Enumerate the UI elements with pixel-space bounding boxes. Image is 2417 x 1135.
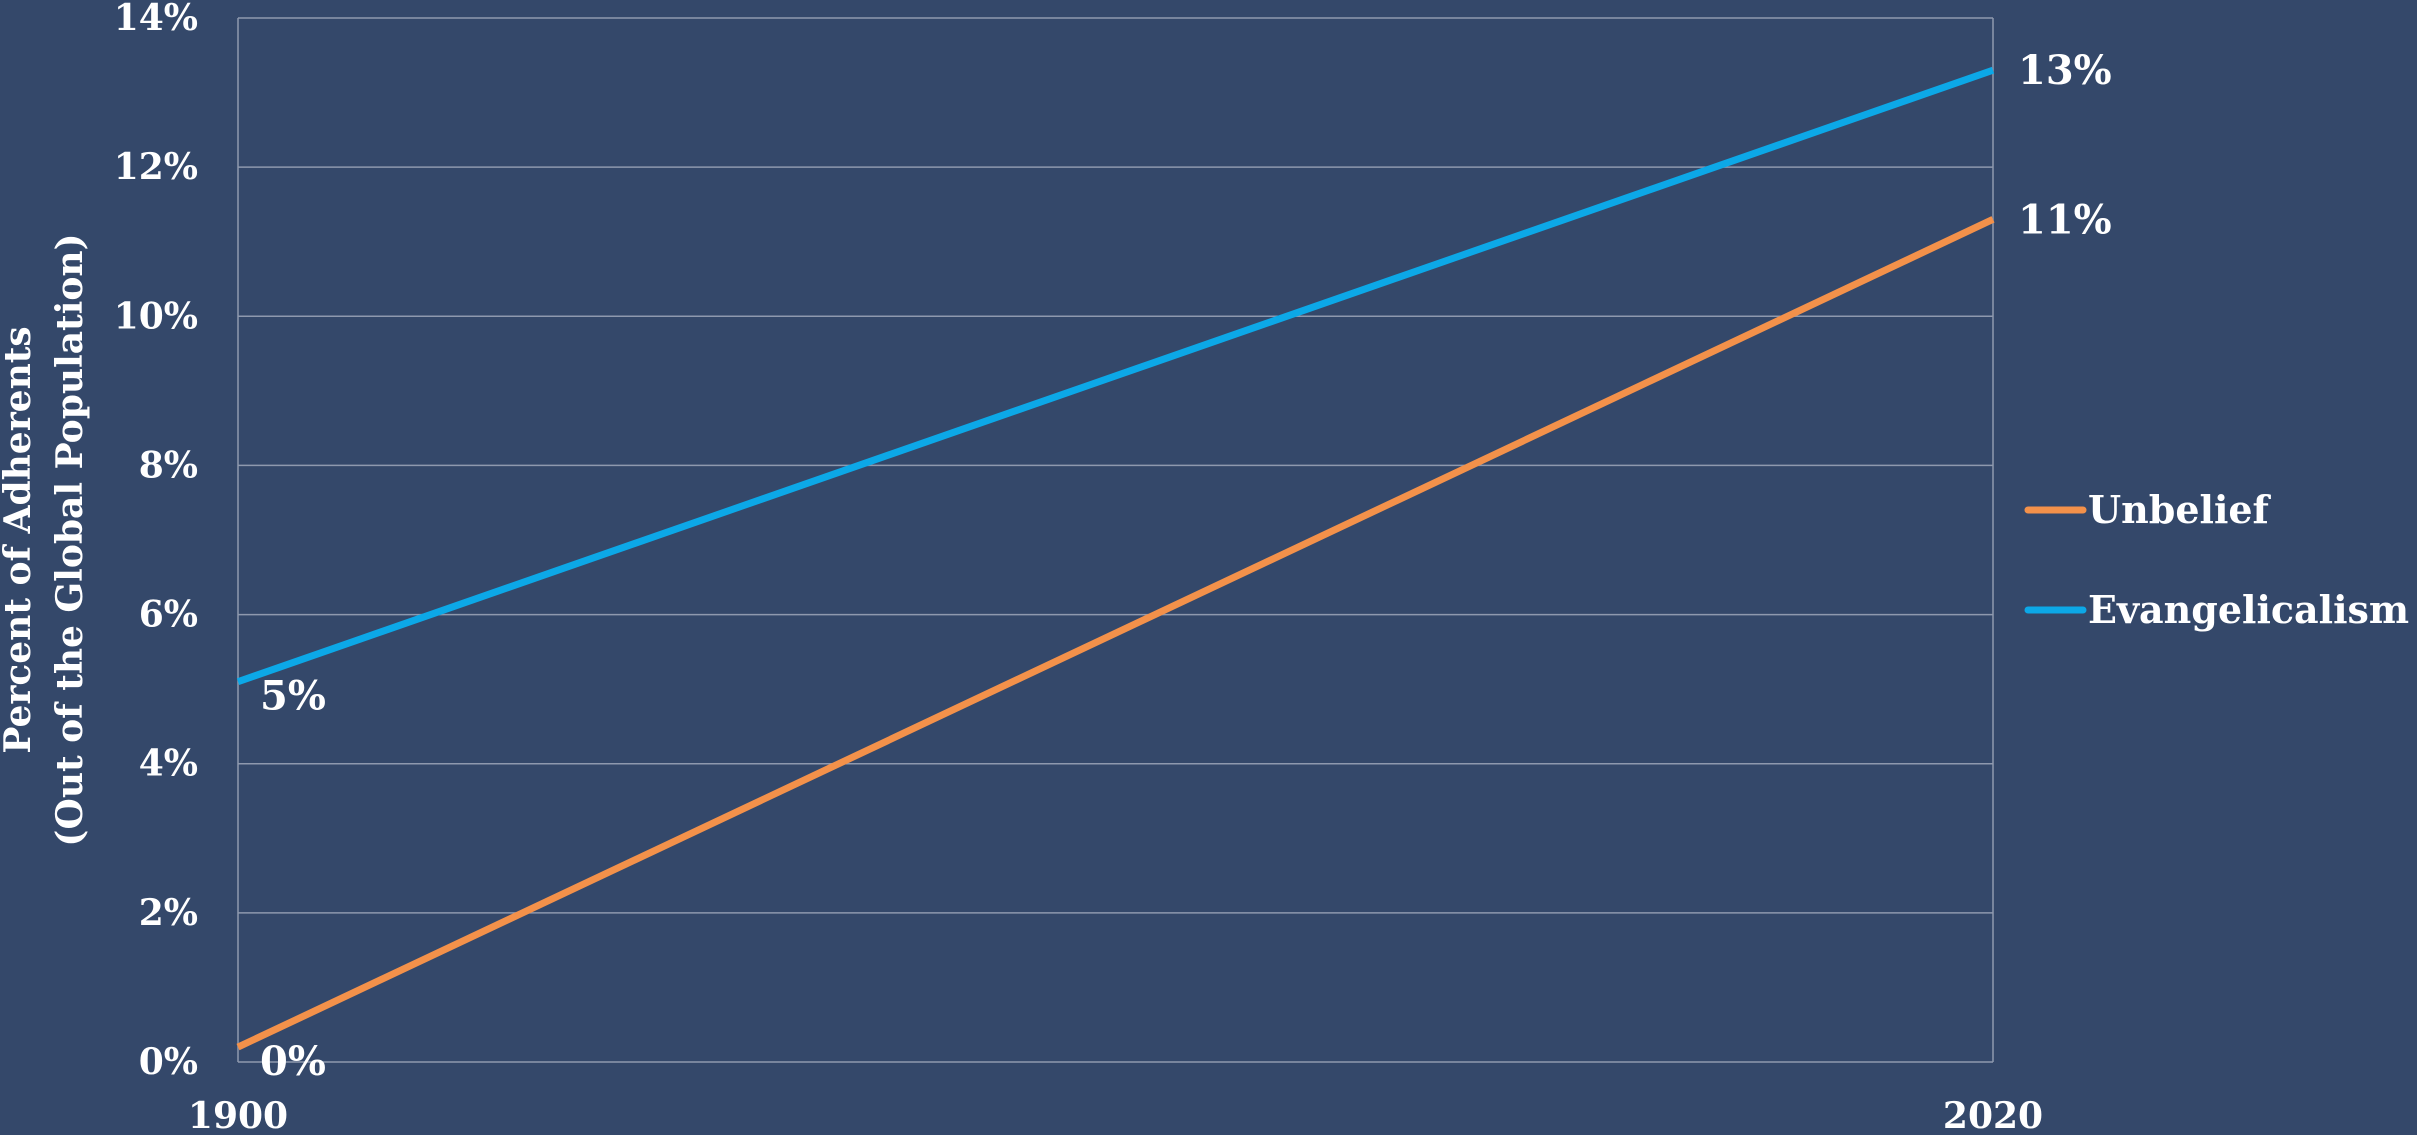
- series-line-unbelief: [236, 216, 1995, 1051]
- y-tick-label: 8%: [139, 444, 198, 486]
- y-tick-label: 12%: [114, 146, 198, 188]
- x-tick-label: 2020: [1943, 1095, 2043, 1135]
- y-tick-label: 14%: [114, 0, 198, 39]
- data-label: 11%: [2018, 196, 2112, 243]
- x-tick-label: 1900: [188, 1095, 288, 1135]
- y-axis-title: Percent of Adherents (Out of the Global P…: [0, 233, 91, 846]
- data-label: 0%: [260, 1038, 326, 1085]
- series-line-evangelicalism: [236, 66, 1995, 685]
- legend-label: Evangelicalism: [2088, 587, 2409, 632]
- data-label: 5%: [260, 673, 326, 720]
- y-tick-label: 0%: [139, 1041, 198, 1083]
- y-axis-title-line: Percent of Adherents: [0, 326, 39, 753]
- data-label: 13%: [2018, 47, 2112, 94]
- y-tick-label: 4%: [139, 743, 198, 785]
- y-tick-label: 6%: [139, 594, 198, 636]
- legend-label: Unbelief: [2088, 487, 2272, 532]
- y-tick-label: 10%: [114, 295, 198, 337]
- y-axis-title-line: (Out of the Global Population): [49, 233, 91, 846]
- y-tick-label: 2%: [139, 892, 198, 934]
